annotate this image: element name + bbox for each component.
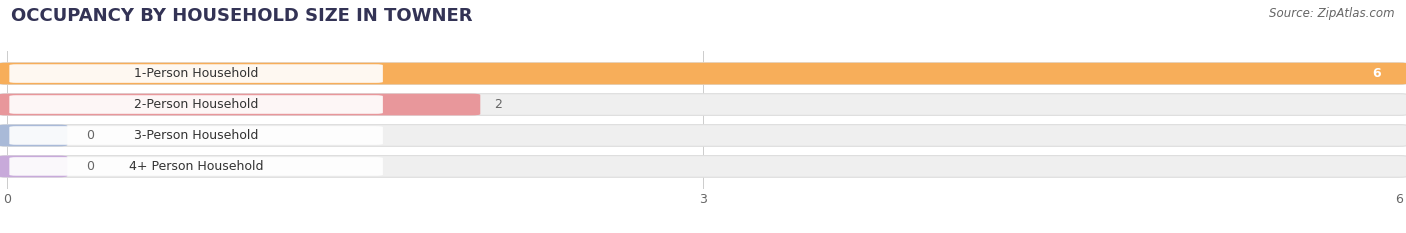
Text: 1-Person Household: 1-Person Household <box>134 67 259 80</box>
Text: 2: 2 <box>495 98 502 111</box>
Text: Source: ZipAtlas.com: Source: ZipAtlas.com <box>1270 7 1395 20</box>
Text: 0: 0 <box>86 129 94 142</box>
FancyBboxPatch shape <box>10 157 382 176</box>
FancyBboxPatch shape <box>10 95 382 114</box>
FancyBboxPatch shape <box>10 64 382 83</box>
Text: 3-Person Household: 3-Person Household <box>134 129 259 142</box>
FancyBboxPatch shape <box>0 63 1406 84</box>
Text: 6: 6 <box>1372 67 1381 80</box>
FancyBboxPatch shape <box>0 125 67 146</box>
FancyBboxPatch shape <box>0 63 1406 84</box>
FancyBboxPatch shape <box>0 94 481 115</box>
Text: 2-Person Household: 2-Person Household <box>134 98 259 111</box>
FancyBboxPatch shape <box>0 156 1406 177</box>
FancyBboxPatch shape <box>0 125 1406 146</box>
Text: 0: 0 <box>86 160 94 173</box>
Text: OCCUPANCY BY HOUSEHOLD SIZE IN TOWNER: OCCUPANCY BY HOUSEHOLD SIZE IN TOWNER <box>11 7 472 25</box>
FancyBboxPatch shape <box>0 156 67 177</box>
FancyBboxPatch shape <box>0 94 1406 115</box>
FancyBboxPatch shape <box>10 126 382 145</box>
Text: 4+ Person Household: 4+ Person Household <box>129 160 263 173</box>
